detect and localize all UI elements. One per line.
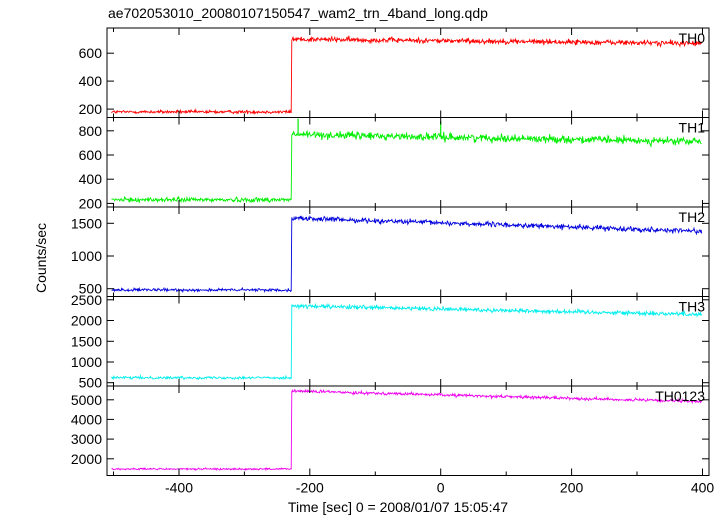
panel-frame-th1 [106, 117, 710, 208]
y-tick-label-th1-200: 200 [79, 195, 103, 211]
panel-frame-th0123 [106, 385, 710, 476]
panel-th3: 500 1000 1500 2000 2500 TH3 [71, 292, 710, 391]
y-tick-label-th2-1500: 1500 [71, 215, 102, 231]
panel-label-th2: TH2 [679, 209, 706, 225]
x-tick-label-200: 200 [560, 480, 584, 496]
x-axis-label: Time [sec] 0 = 2008/01/07 15:05:47 [288, 499, 508, 515]
y-tick-label-th0123-5000: 5000 [71, 392, 102, 408]
x-tick-label--200: -200 [296, 480, 324, 496]
series-line-th0123 [111, 388, 703, 472]
panel-th0123: 2000 3000 4000 5000 TH0123 [71, 385, 710, 476]
y-tick-label-th0123-4000: 4000 [71, 411, 102, 427]
y-tick-label-th1-800: 800 [79, 123, 103, 139]
y-tick-label-th3-500: 500 [79, 375, 103, 391]
panel-th0: 200 400 600 TH0 [79, 27, 710, 118]
panel-th2: 500 1000 1500 TH2 [71, 206, 710, 297]
panel-frame-th3 [106, 296, 710, 387]
y-tick-label-th0-200: 200 [79, 101, 103, 117]
panel-label-th3: TH3 [679, 299, 706, 315]
panel-label-th0123: TH0123 [655, 388, 705, 404]
x-tick-label--400: -400 [165, 480, 193, 496]
y-axis-label: Counts/sec [33, 223, 49, 293]
y-tick-label-th3-1000: 1000 [71, 354, 102, 370]
panel-frame-th2 [106, 206, 710, 297]
y-tick-label-th0-600: 600 [79, 45, 103, 61]
y-tick-label-th0123-3000: 3000 [71, 431, 102, 447]
panels-group: 200 400 600 TH0 200 400 600 800 TH1 500 1000 1500 TH… [71, 27, 710, 476]
chart-title: ae702053010_20080107150547_wam2_trn_4ban… [108, 5, 488, 21]
y-tick-label-th2-1000: 1000 [71, 248, 102, 264]
panel-label-th0: TH0 [679, 30, 706, 46]
panel-th1: 200 400 600 800 TH1 [79, 117, 710, 211]
y-tick-label-th3-2000: 2000 [71, 313, 102, 329]
y-tick-label-th3-2500: 2500 [71, 292, 102, 308]
y-tick-label-th1-600: 600 [79, 147, 103, 163]
series-line-th3 [111, 302, 703, 381]
x-tick-label-0: 0 [437, 480, 445, 496]
y-tick-label-th1-400: 400 [79, 171, 103, 187]
x-axis: -400 -200 0 200 400 [165, 480, 714, 496]
y-tick-label-th2-500: 500 [79, 281, 103, 297]
series-line-th1 [111, 129, 702, 204]
series-line-th2 [111, 215, 703, 294]
y-tick-label-th0123-2000: 2000 [71, 451, 102, 467]
x-tick-label-400: 400 [691, 480, 715, 496]
y-tick-label-th3-1500: 1500 [71, 333, 102, 349]
y-tick-label-th0-400: 400 [79, 73, 103, 89]
series-line-th0 [111, 35, 703, 116]
panel-label-th1: TH1 [679, 120, 706, 136]
